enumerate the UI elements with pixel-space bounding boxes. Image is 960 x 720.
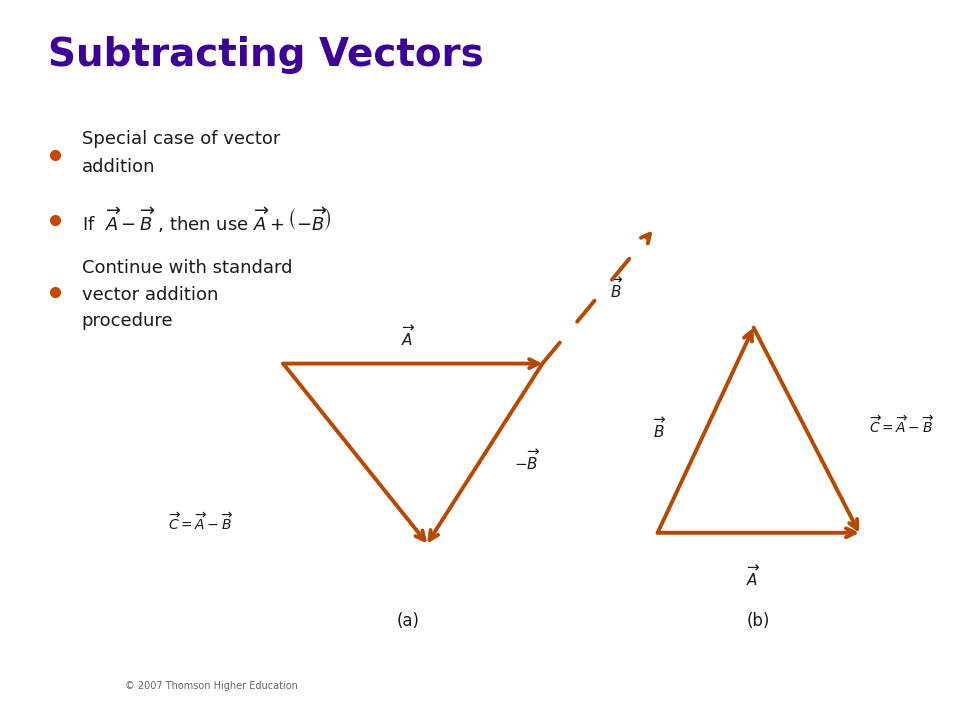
FancyArrowPatch shape [283,359,538,368]
Text: $\overrightarrow{C} = \overrightarrow{A} - \overrightarrow{B}$: $\overrightarrow{C} = \overrightarrow{A}… [869,414,935,436]
FancyArrowPatch shape [754,328,857,529]
Text: Special case of vector: Special case of vector [82,130,280,148]
FancyArrowPatch shape [658,528,854,537]
Text: $\overrightarrow{A}$: $\overrightarrow{A}$ [746,565,761,590]
Text: $\overrightarrow{C} = \overrightarrow{A} - \overrightarrow{B}$: $\overrightarrow{C} = \overrightarrow{A}… [168,511,234,533]
Text: © 2007 Thomson Higher Education: © 2007 Thomson Higher Education [125,681,298,691]
Text: (a): (a) [396,612,420,630]
Text: Subtracting Vectors: Subtracting Vectors [48,36,484,74]
Text: $\overrightarrow{B}$: $\overrightarrow{B}$ [654,416,667,441]
Text: If  $\overrightarrow{A} - \overrightarrow{B}$ , then use $\overrightarrow{A} + \: If $\overrightarrow{A} - \overrightarrow… [82,205,331,234]
Text: vector addition: vector addition [82,286,218,304]
Text: $\overrightarrow{B}$: $\overrightarrow{B}$ [610,277,623,302]
FancyArrowPatch shape [429,364,542,540]
FancyArrowPatch shape [658,331,752,533]
Text: addition: addition [82,158,156,176]
FancyArrowPatch shape [542,234,650,364]
Text: (b): (b) [747,612,770,630]
FancyArrowPatch shape [283,364,424,540]
Text: Continue with standard: Continue with standard [82,259,292,277]
Text: $-\overrightarrow{B}$: $-\overrightarrow{B}$ [514,449,540,473]
Text: $\overrightarrow{A}$: $\overrightarrow{A}$ [400,325,416,349]
Text: procedure: procedure [82,312,173,330]
